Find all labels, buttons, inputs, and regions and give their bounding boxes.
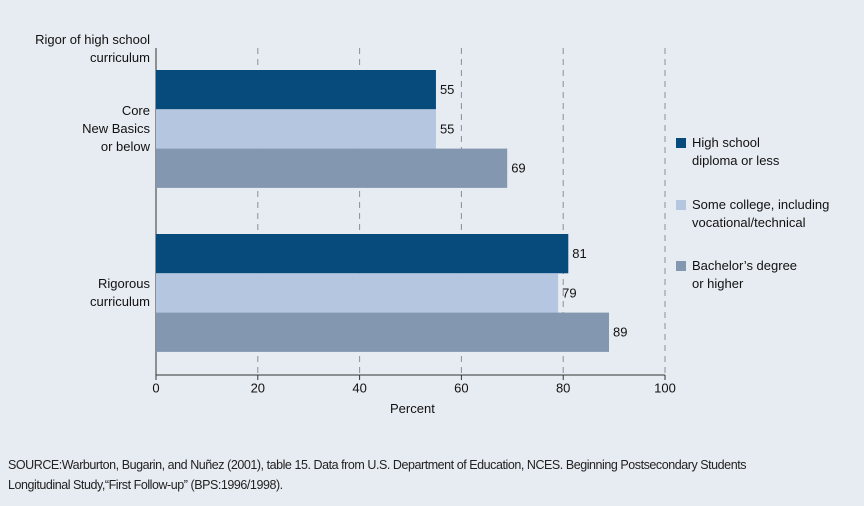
- x-tick-label: 40: [352, 380, 366, 395]
- bar: [156, 234, 569, 274]
- data-label: 69: [511, 161, 525, 176]
- x-tick-label: 80: [556, 380, 570, 395]
- data-label: 81: [572, 246, 586, 261]
- data-label: 79: [562, 285, 576, 300]
- y-axis-label: Rigor of high school curriculum: [35, 32, 150, 65]
- x-tick-label: 20: [251, 380, 265, 395]
- bar: [156, 312, 610, 352]
- legend-swatch: [676, 261, 686, 271]
- x-tick-label: 0: [152, 380, 159, 395]
- source-note: SOURCE:Warburton, Bugarin, and Nuñez (20…: [8, 458, 747, 492]
- x-tick-label: 60: [454, 380, 468, 395]
- bar: [156, 70, 436, 110]
- x-axis-label: Percent: [390, 401, 435, 416]
- legend-swatch: [676, 200, 686, 210]
- data-label: 55: [440, 82, 454, 97]
- data-label: 55: [440, 121, 454, 136]
- bar: [156, 273, 559, 313]
- bar: [156, 148, 508, 188]
- data-label: 89: [613, 325, 627, 340]
- category-label: Rigorous curriculum: [90, 275, 150, 309]
- category-label: Core New Basics or below: [82, 102, 150, 154]
- legend-label: Bachelor’s degree or higher: [692, 258, 798, 291]
- x-tick-label: 100: [654, 380, 676, 395]
- legend-swatch: [676, 138, 686, 148]
- legend-label: Some college, including vocational/techn…: [692, 197, 830, 230]
- bar: [156, 109, 436, 149]
- legend-label: High school diploma or less: [692, 135, 780, 168]
